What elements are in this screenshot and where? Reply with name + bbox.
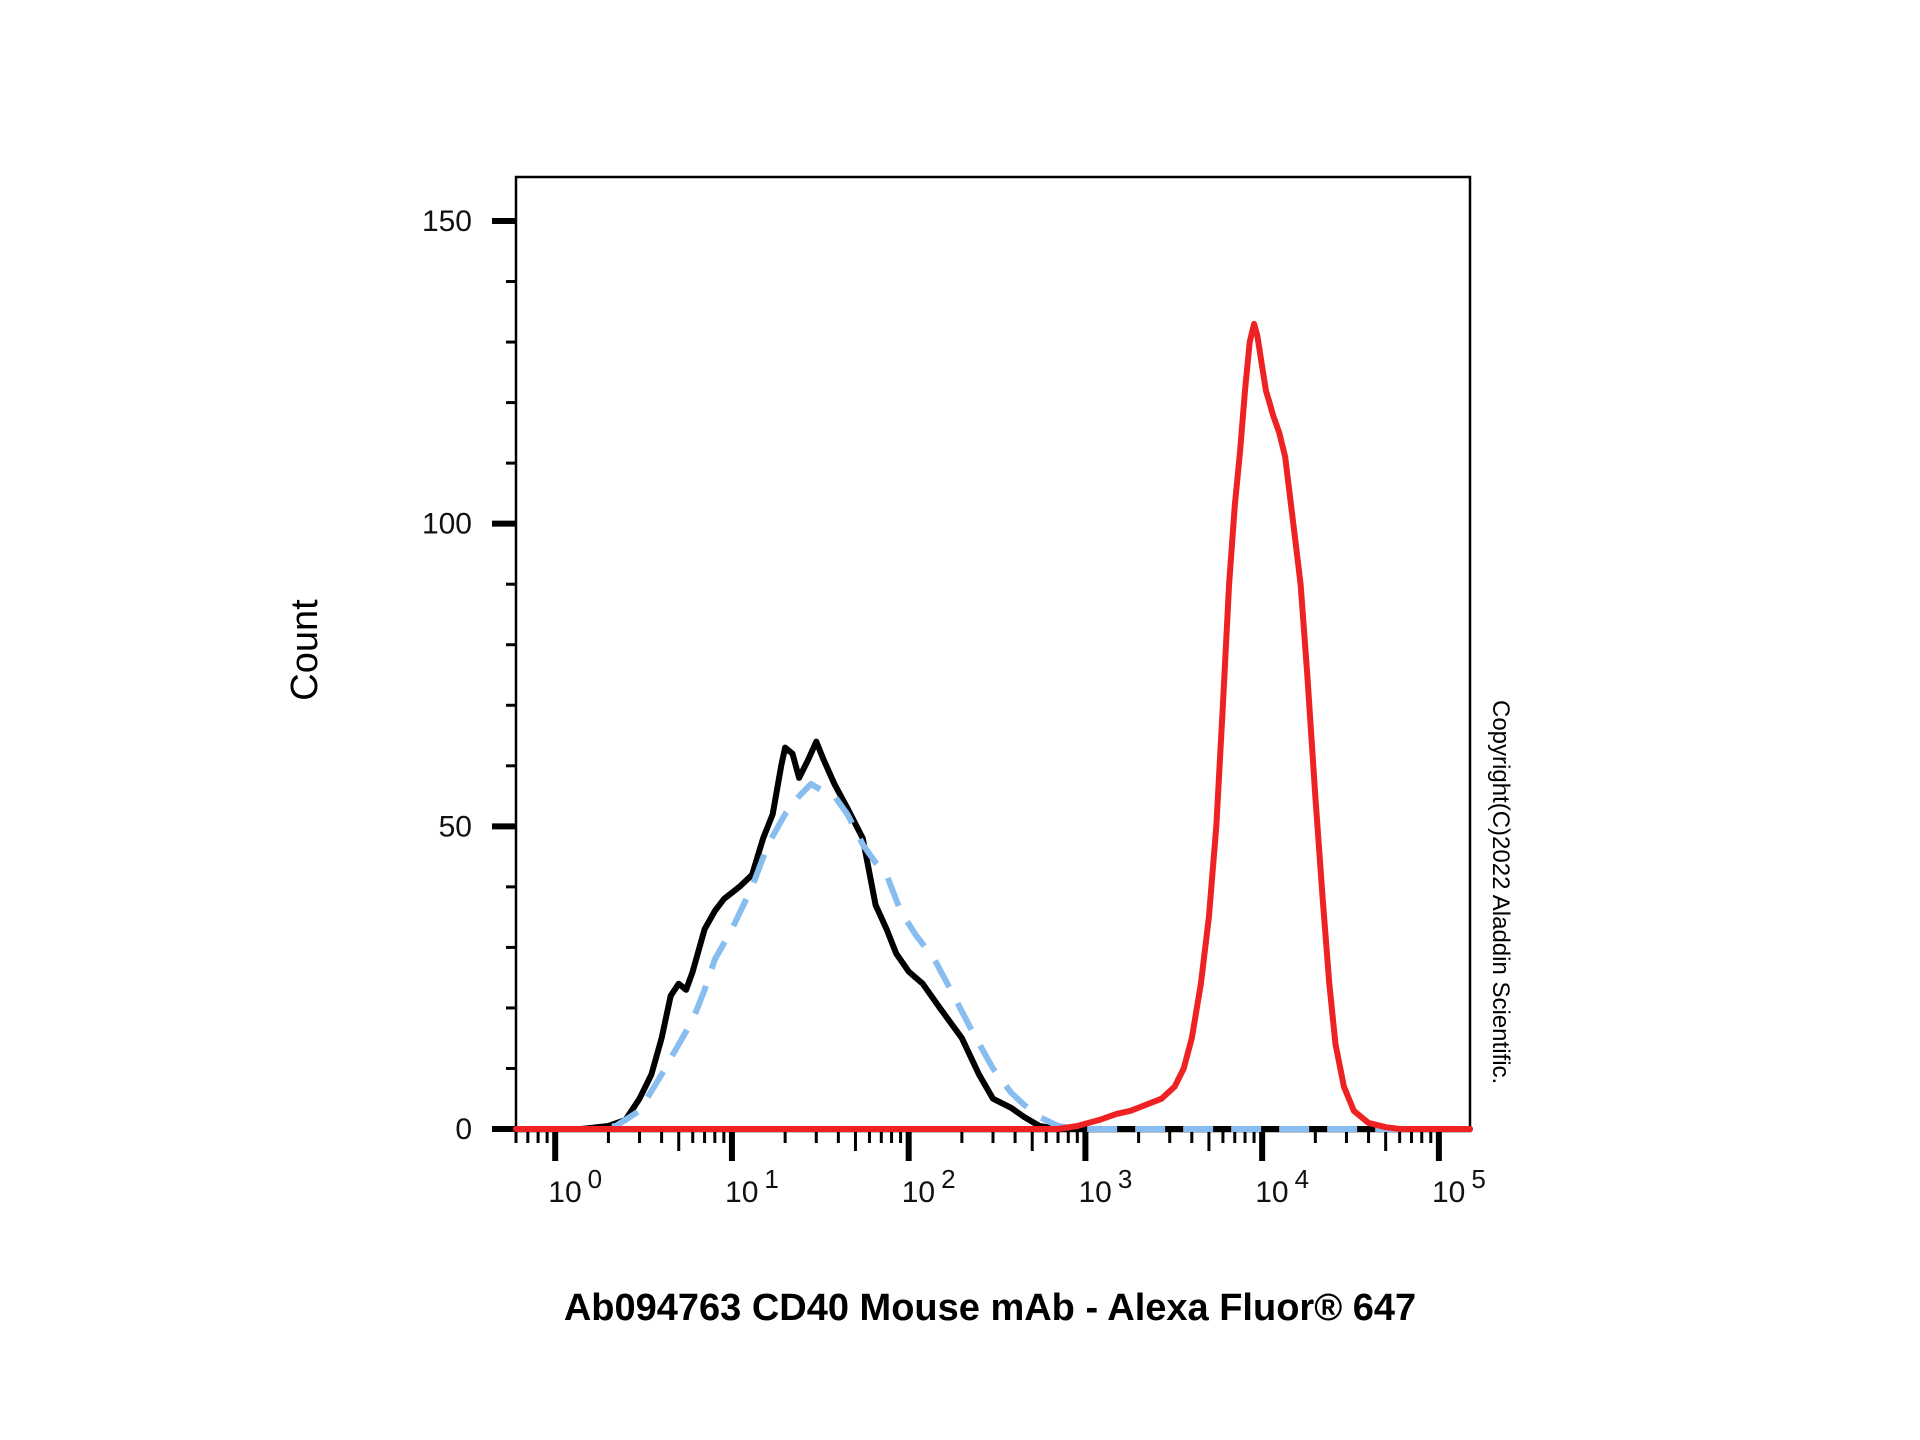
x-tick-label: 10 4 bbox=[1255, 1164, 1309, 1209]
x-axis: 10 0 10 1 10 2 10 3 10 4 10 5 bbox=[514, 1131, 1486, 1209]
series-blue-dashed-line bbox=[516, 781, 1470, 1132]
x-tick-label: 10 2 bbox=[902, 1164, 956, 1209]
x-tick-label: 10 3 bbox=[1078, 1164, 1132, 1209]
x-tick-label: 10 5 bbox=[1432, 1164, 1486, 1209]
x-tick-label: 10 1 bbox=[725, 1164, 779, 1209]
y-tick-label: 100 bbox=[422, 508, 472, 541]
y-tick-label: 50 bbox=[439, 810, 472, 843]
copyright-annotation: Copyright(C)2022 Aladdin Scientific. bbox=[1487, 700, 1514, 1084]
y-axis: 0 50 100 150 bbox=[422, 205, 516, 1146]
x-tick-label: 10 0 bbox=[548, 1164, 602, 1209]
series-red-line bbox=[513, 320, 1473, 1132]
y-tick-label: 150 bbox=[422, 205, 472, 238]
x-axis-label: Ab094763 CD40 Mouse mAb - Alexa Fluor® 6… bbox=[564, 1287, 1416, 1329]
series-black-line bbox=[513, 738, 1473, 1132]
y-tick-label: 0 bbox=[455, 1113, 472, 1146]
series-layer bbox=[513, 320, 1473, 1132]
y-axis-label: Count bbox=[284, 599, 326, 701]
